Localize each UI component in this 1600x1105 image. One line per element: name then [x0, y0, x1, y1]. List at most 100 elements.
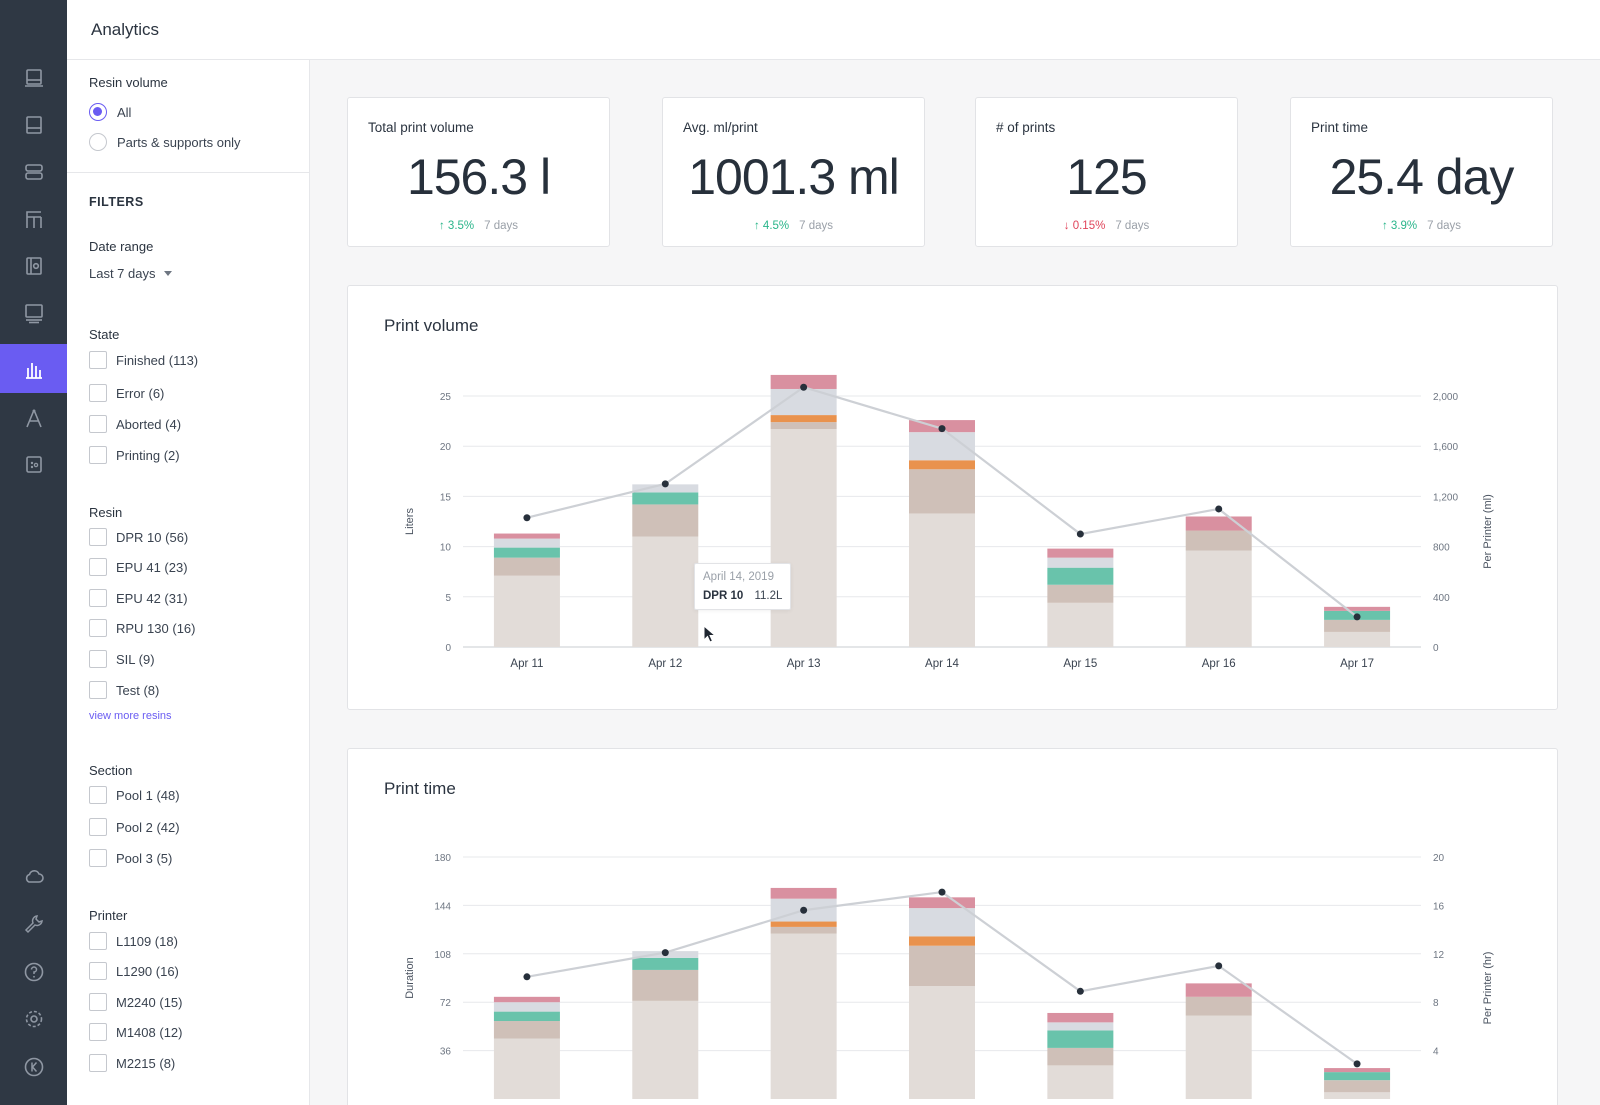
checkbox-label: L1290 (16): [116, 963, 179, 979]
checkbox-label: RPU 130 (16): [116, 620, 196, 636]
x-tick-label: Apr 16: [1202, 658, 1236, 670]
stat-delta: ↑ 3.5% 7 days: [348, 220, 609, 232]
printer-checkbox[interactable]: M2215 (8): [89, 1054, 175, 1072]
checkbox-label: Pool 1 (48): [116, 787, 180, 803]
rail-item-resin-cartridge[interactable]: [0, 440, 67, 487]
y2-tick-label: 1,200: [1433, 492, 1458, 503]
bar-segment: [770, 415, 837, 423]
bar-segment: [1324, 606, 1391, 611]
bar-segment: [1324, 631, 1391, 647]
rail-item-analytics[interactable]: [0, 344, 67, 393]
bar-segment: [632, 1000, 699, 1099]
rail-item-desktop[interactable]: [0, 289, 67, 336]
state-checkbox[interactable]: Aborted (4): [89, 415, 181, 433]
date-range-label: Date range: [89, 239, 154, 254]
line-point: [661, 949, 669, 957]
date-range-dropdown[interactable]: Last 7 days: [89, 266, 172, 281]
bar-segment: [1185, 996, 1252, 1016]
y-tick-label: 144: [434, 901, 451, 912]
bar-segment: [1047, 548, 1114, 558]
printer-checkbox[interactable]: M1408 (12): [89, 1023, 182, 1041]
resin-volume-all-radio[interactable]: All: [89, 103, 131, 121]
tools-icon: [25, 409, 42, 427]
checkbox-label: M2240 (15): [116, 994, 183, 1010]
rail-item-wrench[interactable]: [0, 900, 67, 947]
line-point: [523, 973, 531, 981]
stat-change: 3.5%: [447, 220, 475, 232]
section-checkbox[interactable]: Pool 1 (48): [89, 786, 180, 804]
resin-checkbox[interactable]: RPU 130 (16): [89, 619, 195, 637]
stat-delta: ↑ 3.9% 7 days: [1291, 220, 1552, 232]
line-point: [800, 383, 808, 391]
bar-segment: [770, 429, 837, 647]
bar-segment: [493, 547, 560, 558]
printer-checkbox[interactable]: M2240 (15): [89, 993, 182, 1011]
section-checkbox[interactable]: Pool 3 (5): [89, 849, 172, 867]
resin-checkbox[interactable]: EPU 41 (23): [89, 558, 188, 576]
trend-down-icon: ↓: [1063, 220, 1073, 232]
resin-checkbox[interactable]: Test (8): [89, 681, 159, 699]
rail-item-help[interactable]: [0, 948, 67, 995]
radio-unselected-icon: [89, 133, 107, 151]
y2-tick-label: 16: [1433, 901, 1445, 912]
stat-label: Total print volume: [368, 120, 474, 135]
resin-checkbox[interactable]: EPU 42 (31): [89, 589, 188, 607]
bar-segment: [909, 513, 975, 647]
stat-label: Avg. ml/print: [683, 120, 758, 135]
resin-checkbox[interactable]: SIL (9): [89, 650, 155, 668]
x-tick-label: Apr 11: [510, 658, 543, 670]
x-tick-label: Apr 17: [1340, 658, 1374, 670]
filter-sidebar: Resin volume All Parts & supports only F…: [67, 60, 310, 1105]
rail-item-tools[interactable]: [0, 394, 67, 441]
trend-up-icon: ↑: [438, 220, 448, 232]
printer-checkbox[interactable]: L1109 (18): [89, 932, 178, 950]
rail-item-server[interactable]: [0, 148, 67, 195]
nav-rail: [0, 0, 67, 1105]
checkbox-label: Aborted (4): [116, 416, 182, 432]
section-checkbox[interactable]: Pool 2 (42): [89, 818, 180, 836]
radio-selected-icon: [89, 103, 107, 121]
printer-checkbox[interactable]: L1290 (16): [89, 962, 179, 980]
resin-volume-parts-radio[interactable]: Parts & supports only: [89, 133, 241, 151]
y2-tick-label: 2,000: [1433, 392, 1458, 403]
resin-volume-label: Resin volume: [89, 75, 168, 90]
bar-segment: [1047, 1030, 1114, 1048]
checkbox-icon: [89, 1054, 107, 1072]
checkbox-label: M2215 (8): [116, 1055, 176, 1071]
line-point: [938, 425, 946, 433]
rail-item-account[interactable]: [0, 1043, 67, 1090]
y2-tick-label: 4: [1433, 1047, 1439, 1058]
state-checkbox[interactable]: Error (6): [89, 384, 164, 402]
bar-segment: [1185, 530, 1252, 551]
rail-item-cloud[interactable]: [0, 852, 67, 899]
y-tick-label: 108: [434, 950, 451, 961]
rail-item-printer[interactable]: [0, 101, 67, 148]
rail-item-monitor[interactable]: [0, 54, 67, 101]
y-tick-label: 0: [445, 643, 451, 654]
bar-segment: [1047, 584, 1114, 603]
checkbox-icon: [89, 384, 107, 402]
checkbox-icon: [89, 849, 107, 867]
checkbox-icon: [89, 993, 107, 1011]
bar-segment: [909, 936, 975, 946]
checkbox-icon: [89, 681, 107, 699]
printer-icon: [25, 115, 42, 134]
rail-item-wash-station[interactable]: [0, 242, 67, 289]
bar-segment: [770, 887, 837, 899]
y2-tick-label: 12: [1433, 950, 1445, 961]
bar-segment: [632, 536, 699, 647]
bar-segment: [909, 897, 975, 909]
rail-item-workbench[interactable]: [0, 195, 67, 242]
checkbox-icon: [89, 932, 107, 950]
radio-label: Parts & supports only: [117, 134, 241, 150]
resin-checkbox[interactable]: DPR 10 (56): [89, 528, 188, 546]
state-checkbox[interactable]: Finished (113): [89, 351, 198, 369]
view-more-resins-link[interactable]: view more resins: [89, 710, 172, 722]
rail-item-settings[interactable]: [0, 995, 67, 1042]
caret-down-icon: [163, 271, 172, 276]
y-tick-label: 5: [445, 593, 451, 604]
state-checkbox[interactable]: Printing (2): [89, 446, 180, 464]
line-point: [1353, 613, 1361, 621]
bar-segment: [909, 986, 975, 1099]
print-volume-chart: 0 5 10 15 20 25 0 400 800 1,200 1,600 2,000 Liters Pe…: [404, 374, 1494, 670]
